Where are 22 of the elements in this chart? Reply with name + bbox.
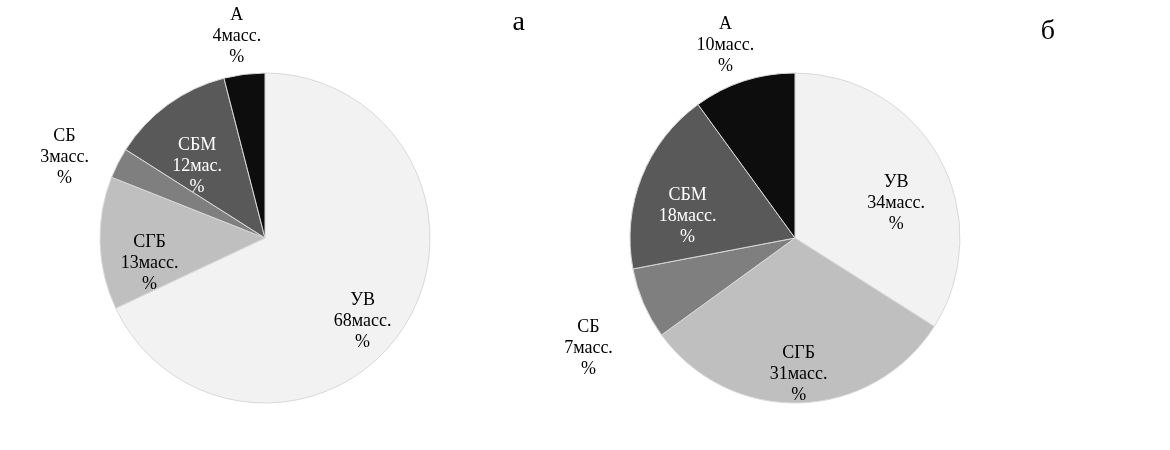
slice-label: А — [718, 13, 732, 34]
data-label: 12мас. % — [172, 154, 222, 196]
text: а — [512, 4, 526, 36]
slice-label: СГБ — [782, 342, 815, 363]
data-label: 10масс. % — [696, 34, 755, 76]
data-label: 18масс. % — [658, 205, 717, 247]
slice-label: СГБ — [133, 230, 166, 251]
data-label: 31масс. % — [769, 363, 828, 405]
slice-label: СБ — [53, 124, 76, 145]
slice-label: УВ — [350, 288, 375, 309]
slice-label: СБМ — [668, 184, 707, 205]
slice-label: СБ — [577, 316, 600, 337]
data-label: 34масс. % — [867, 192, 926, 234]
data-label: 7масс. % — [564, 337, 613, 379]
text: б — [1040, 14, 1055, 46]
data-label: 13масс. % — [120, 251, 179, 293]
slice-label: А — [230, 3, 244, 24]
slice-label: УВ — [883, 171, 909, 192]
data-label: 3масс. % — [40, 145, 89, 187]
data-label: 68масс. % — [333, 309, 392, 351]
data-label: 4масс. % — [212, 24, 262, 66]
slice-label: СБМ — [177, 133, 217, 154]
